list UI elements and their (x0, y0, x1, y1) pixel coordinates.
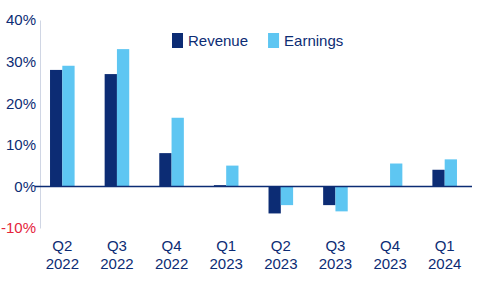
y-tick-label: -10% (1, 219, 36, 236)
bar (335, 186, 347, 211)
x-tick: Q12023 (210, 230, 243, 272)
series-bars (50, 70, 445, 214)
y-axis-line (40, 21, 41, 229)
zero-line (35, 186, 472, 188)
x-tick: Q22022 (46, 230, 79, 272)
legend: Revenue Earnings (172, 32, 343, 49)
bar (105, 74, 117, 186)
x-tick: Q32023 (319, 230, 352, 272)
x-tick-label: Q32022 (100, 237, 133, 273)
bar (117, 49, 129, 186)
bar (281, 186, 293, 205)
x-tick-label-line: Q1 (216, 237, 236, 254)
y-tick: 40% (6, 11, 40, 28)
y-tick-label: 40% (6, 11, 36, 28)
x-tick: Q22023 (264, 230, 297, 272)
legend-label: Revenue (188, 32, 248, 49)
x-tick-label: Q12024 (428, 237, 461, 273)
x-tick-label-line: 2022 (100, 255, 133, 272)
x-tick-label-line: Q3 (325, 237, 345, 254)
y-tick-label: 20% (6, 95, 36, 112)
x-tick-label-line: 2022 (155, 255, 188, 272)
y-tick: 10% (6, 136, 40, 153)
x-tick-label: Q32023 (319, 237, 352, 273)
bar (390, 164, 402, 187)
x-axis-line (36, 230, 473, 231)
x-tick-label-line: Q4 (162, 237, 182, 254)
bar (445, 159, 457, 186)
bar (432, 170, 444, 187)
bar (50, 70, 62, 186)
legend-swatch (172, 33, 183, 48)
bar (159, 153, 171, 186)
legend-label: Earnings (284, 32, 343, 49)
x-tick-label-line: 2022 (46, 255, 79, 272)
x-tick-label-line: Q4 (380, 237, 400, 254)
y-tick-label: 30% (6, 53, 36, 70)
chart: -10%0%10%20%30%40%Q22022Q32022Q42022Q120… (0, 0, 480, 292)
y-tick-label: 0% (14, 178, 36, 195)
x-tick: Q42022 (155, 230, 188, 272)
bar (323, 186, 335, 205)
x-tick-label-line: 2023 (319, 255, 352, 272)
x-tick-label: Q22023 (264, 237, 297, 273)
x-tick-label-line: Q1 (435, 237, 455, 254)
bar (172, 118, 184, 187)
x-tick-label-line: Q2 (271, 237, 291, 254)
x-axis: Q22022Q32022Q42022Q12023Q22023Q32023Q420… (36, 230, 473, 272)
y-tick: -10% (1, 219, 40, 236)
x-tick-label-line: Q2 (52, 237, 72, 254)
y-tick-label: 10% (6, 136, 36, 153)
bar (62, 66, 74, 187)
legend-item: Revenue (172, 32, 248, 49)
x-tick-label-line: 2024 (428, 255, 461, 272)
x-tick-label-line: Q3 (107, 237, 127, 254)
x-tick-label-line: 2023 (210, 255, 243, 272)
y-tick: 20% (6, 95, 40, 112)
x-tick: Q12024 (428, 230, 461, 272)
bars (50, 49, 457, 213)
x-tick: Q42023 (373, 230, 406, 272)
bar (269, 186, 281, 213)
legend-item: Earnings (268, 32, 343, 49)
y-axis: -10% 0% 10% 20% 30% 40% (1, 11, 41, 236)
x-tick-label-line: 2023 (373, 255, 406, 272)
x-tick-label: Q22022 (46, 237, 79, 273)
x-tick-label-line: 2023 (264, 255, 297, 272)
x-tick-label: Q12023 (210, 237, 243, 273)
legend-swatch (268, 33, 279, 48)
x-tick-label: Q42023 (373, 237, 406, 273)
x-tick: Q32022 (100, 230, 133, 272)
bar (226, 166, 238, 187)
y-tick: 30% (6, 53, 40, 70)
x-tick-label: Q42022 (155, 237, 188, 273)
